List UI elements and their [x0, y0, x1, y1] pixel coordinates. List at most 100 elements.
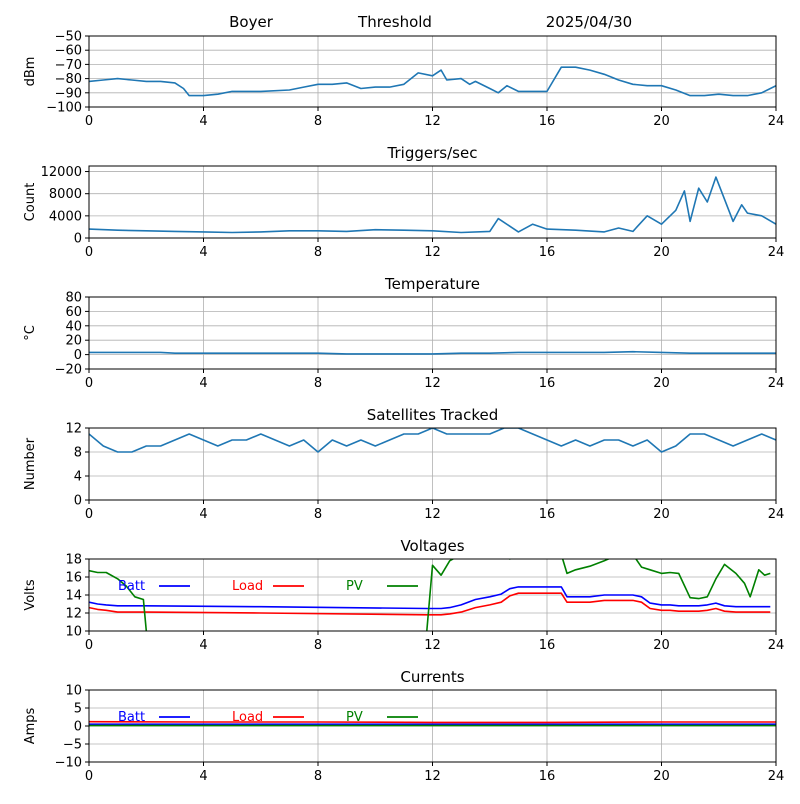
x-tick-label: 4	[199, 114, 207, 129]
y-tick-label: −5	[63, 738, 82, 753]
y-axis-label: Number	[23, 437, 38, 490]
y-tick-label: 12	[65, 607, 82, 622]
x-tick-label: 24	[768, 638, 785, 653]
legend-label-pv: PV	[346, 579, 363, 594]
y-tick-label: 20	[65, 334, 82, 349]
y-tick-label: 18	[65, 553, 82, 568]
x-tick-label: 20	[653, 376, 670, 391]
chart-panel-2: 0 4 8 12 16 20 24 12000 8000 4000 0 Triggers/sec Cou…	[23, 144, 784, 260]
series-line-load	[89, 592, 771, 616]
x-tick-label: 24	[768, 245, 785, 260]
x-tick-label: 24	[768, 507, 785, 522]
x-tick-label: 20	[653, 245, 670, 260]
series-line-1	[89, 428, 776, 453]
x-tick-label: 4	[199, 638, 207, 653]
header-date: 2025/04/30	[546, 13, 632, 31]
y-axis-label: Count	[23, 183, 38, 222]
y-axis-label: Volts	[23, 579, 38, 611]
series-line-1	[89, 350, 776, 355]
x-tick-label: 8	[314, 245, 322, 260]
y-tick-label: 12	[65, 422, 82, 437]
y-tick-label: 4	[74, 470, 82, 485]
header-station: Boyer	[229, 13, 274, 31]
x-tick-label: 0	[85, 769, 93, 784]
y-tick-label: 8	[74, 446, 82, 461]
x-tick-label: 20	[653, 114, 670, 129]
x-tick-label: 16	[539, 376, 556, 391]
x-tick-label: 12	[424, 769, 441, 784]
x-tick-label: 0	[85, 245, 93, 260]
y-tick-label: 0	[74, 720, 82, 735]
x-tick-label: 24	[768, 114, 785, 129]
y-axis-label: dBm	[23, 57, 38, 87]
x-tick-label: 12	[424, 376, 441, 391]
y-tick-label: −80	[55, 72, 82, 87]
chart-panel-1: 0 4 8 12 16 20 24 −50−60−70−80−90−100 dBm	[23, 30, 784, 130]
x-tick-label: 20	[653, 507, 670, 522]
x-tick-label: 0	[85, 114, 93, 129]
x-tick-label: 24	[768, 376, 785, 391]
x-tick-label: 4	[199, 769, 207, 784]
y-tick-label: −100	[46, 101, 82, 116]
x-tick-label: 0	[85, 638, 93, 653]
legend-label-load: Load	[232, 710, 263, 725]
x-tick-label: 4	[199, 507, 207, 522]
x-tick-label: 0	[85, 376, 93, 391]
series-line-batt	[89, 586, 771, 610]
x-tick-label: 12	[424, 245, 441, 260]
x-tick-label: 16	[539, 638, 556, 653]
chart-title: Temperature	[384, 275, 480, 293]
chart-panel-6: 0 4 8 12 16 20 24 10 5 0 −5 −10 Currents Amps Batt Load…	[23, 668, 784, 784]
y-tick-label: −20	[55, 363, 82, 378]
y-tick-label: −60	[55, 44, 82, 59]
y-tick-label: −50	[55, 30, 82, 45]
legend-label-batt: Batt	[118, 579, 145, 594]
y-tick-label: 12000	[41, 165, 82, 180]
x-tick-label: 0	[85, 507, 93, 522]
x-tick-label: 12	[424, 638, 441, 653]
chart-title: Triggers/sec	[387, 144, 478, 162]
x-tick-label: 16	[539, 507, 556, 522]
series-line-pv	[89, 559, 771, 631]
x-tick-label: 8	[314, 376, 322, 391]
x-tick-label: 12	[424, 507, 441, 522]
y-tick-label: 0	[74, 348, 82, 363]
y-axis-label: °C	[23, 325, 38, 341]
y-tick-label: 16	[65, 571, 82, 586]
y-tick-label: 8000	[49, 187, 82, 202]
y-tick-label: 0	[74, 232, 82, 247]
y-tick-label: 14	[65, 589, 82, 604]
x-tick-label: 8	[314, 114, 322, 129]
y-tick-label: 80	[65, 291, 82, 306]
x-tick-label: 8	[314, 507, 322, 522]
chart-panel-4: 0 4 8 12 16 20 24 12 8 4 0 Satellites Tracked Number	[23, 406, 784, 522]
y-tick-label: −90	[55, 86, 82, 101]
y-tick-label: 10	[65, 684, 82, 699]
x-tick-label: 4	[199, 376, 207, 391]
x-tick-label: 12	[424, 114, 441, 129]
x-tick-label: 16	[539, 114, 556, 129]
x-tick-label: 4	[199, 245, 207, 260]
chart-panel-5: 0 4 8 12 16 20 24 18 16 14 12 10 Voltages Volts Batt Lo…	[23, 537, 785, 653]
y-tick-label: 40	[65, 319, 82, 334]
header-label: Threshold	[357, 13, 432, 31]
x-tick-label: 8	[314, 769, 322, 784]
series-line-1	[89, 176, 776, 234]
x-tick-label: 20	[653, 638, 670, 653]
x-tick-label: 8	[314, 638, 322, 653]
chart-title: Satellites Tracked	[367, 406, 498, 424]
series-line-load	[89, 720, 776, 724]
series-line-1	[89, 66, 776, 97]
y-tick-label: −70	[55, 58, 82, 73]
chart-title: Voltages	[400, 537, 464, 555]
legend-label-batt: Batt	[118, 710, 145, 725]
y-axis-label: Amps	[23, 707, 38, 744]
legend-label-load: Load	[232, 579, 263, 594]
y-tick-label: 5	[74, 702, 82, 717]
x-tick-label: 20	[653, 769, 670, 784]
x-tick-label: 16	[539, 245, 556, 260]
x-tick-label: 16	[539, 769, 556, 784]
